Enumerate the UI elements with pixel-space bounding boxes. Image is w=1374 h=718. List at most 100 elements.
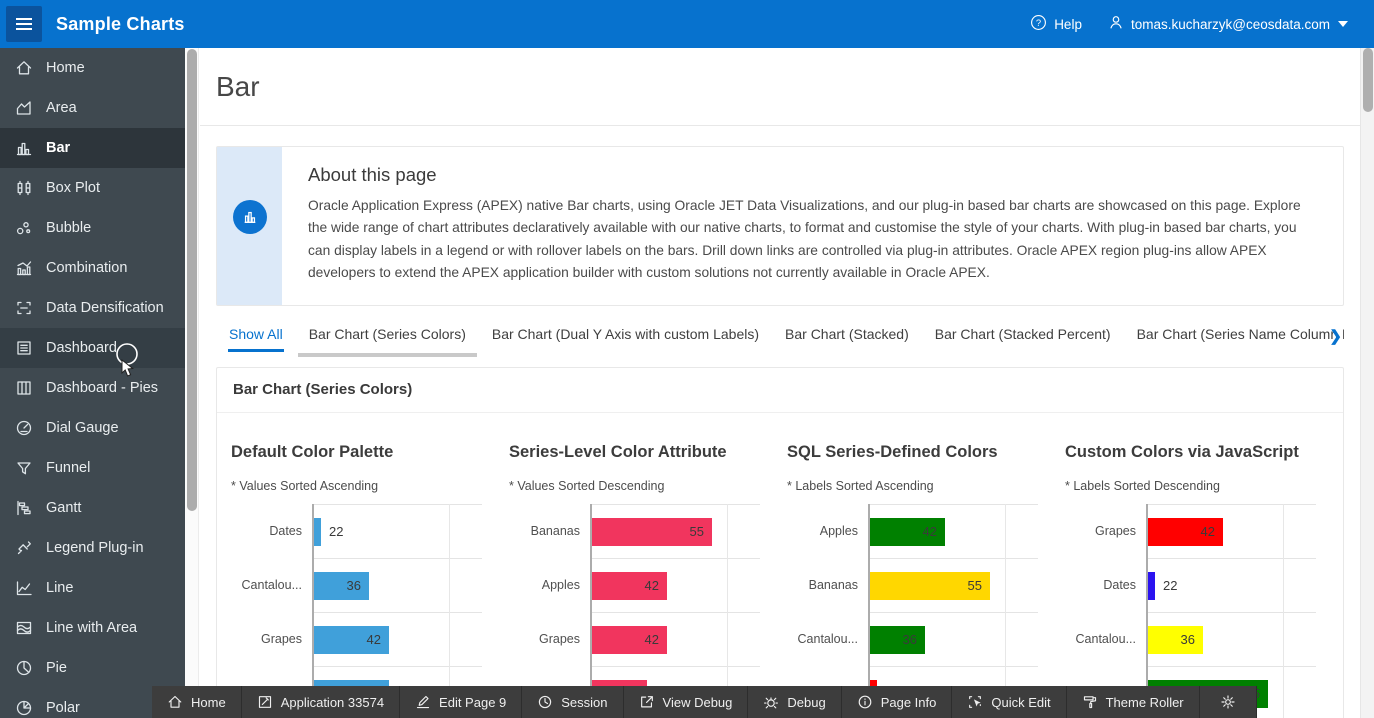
- sidebar-item-legend-plug-in[interactable]: Legend Plug-in: [0, 528, 185, 568]
- bar-apples[interactable]: 42: [870, 518, 945, 547]
- sidebar-item-dashboard-pies[interactable]: Dashboard - Pies: [0, 368, 185, 408]
- tabs-overflow-chevron-icon[interactable]: ❯: [1329, 328, 1342, 346]
- sidebar-item-dial-gauge[interactable]: Dial Gauge: [0, 408, 185, 448]
- about-region: About this page Oracle Application Expre…: [216, 146, 1344, 307]
- gridline: [449, 612, 450, 667]
- help-button[interactable]: ? Help: [1030, 14, 1082, 34]
- devtoolbar-session-button[interactable]: Session: [522, 686, 624, 718]
- sidebar-item-polar[interactable]: Polar: [0, 688, 185, 718]
- page-scrollbar-thumb[interactable]: [1363, 48, 1373, 112]
- developer-toolbar: Home Application 33574 Edit Page 9 Session V…: [152, 686, 1257, 718]
- sidebar-item-box-plot[interactable]: Box Plot: [0, 168, 185, 208]
- sidebar-item-funnel[interactable]: Funnel: [0, 448, 185, 488]
- devtoolbar-quick-edit-button[interactable]: Quick Edit: [952, 686, 1067, 718]
- combination-chart-icon: [14, 258, 34, 278]
- sidebar-item-label: Dashboard: [46, 340, 117, 356]
- sidebar-item-label: Data Densification: [46, 300, 164, 316]
- bar-bananas[interactable]: 55: [592, 518, 712, 547]
- chart-row-cantalou: Cantalou... 36: [231, 558, 495, 613]
- gridline: [1005, 558, 1006, 613]
- sidebar-item-label: Polar: [46, 700, 80, 716]
- devtoolbar-item-label: Debug: [787, 694, 826, 710]
- sidebar-item-bubble[interactable]: Bubble: [0, 208, 185, 248]
- sidebar-item-bar[interactable]: Bar: [0, 128, 185, 168]
- sidebar-item-label: Box Plot: [46, 180, 100, 196]
- devtoolbar-page-info-button[interactable]: Page Info: [842, 686, 953, 718]
- chart-cell: 22: [312, 504, 482, 559]
- bar-grapes[interactable]: 42: [592, 626, 667, 655]
- bar-cantalou[interactable]: 36: [870, 626, 925, 655]
- bar-apples[interactable]: 42: [592, 572, 667, 601]
- session-clock-icon: [537, 694, 561, 710]
- user-icon: [1108, 14, 1131, 34]
- devtoolbar-item-label: Session: [561, 694, 608, 710]
- line-chart-icon: [14, 578, 34, 598]
- sidebar-scrollbar[interactable]: [185, 48, 199, 718]
- sidebar-item-label: Dial Gauge: [46, 420, 119, 436]
- page-title-band: Bar: [200, 48, 1360, 126]
- chart-series-level-color-attribute: Series-Level Color Attribute * Values Sor…: [495, 413, 773, 718]
- sidebar-item-gantt[interactable]: Gantt: [0, 488, 185, 528]
- tab-bar-chart-stacked-percent[interactable]: Bar Chart (Stacked Percent): [934, 326, 1111, 343]
- bar-bananas[interactable]: 55: [870, 572, 990, 601]
- sidebar-item-dashboard[interactable]: Dashboard: [0, 328, 185, 368]
- sidebar-item-pie[interactable]: Pie: [0, 648, 185, 688]
- bar-value-label: 36: [346, 578, 361, 594]
- chart-row-grapes: Grapes 42: [1065, 504, 1329, 559]
- user-menu[interactable]: tomas.kucharzyk@ceosdata.com: [1108, 14, 1348, 34]
- sidebar-scrollbar-thumb[interactable]: [187, 49, 197, 511]
- devtoolbar-home-button[interactable]: Home: [152, 686, 242, 718]
- bar-cantalou[interactable]: 36: [314, 572, 369, 601]
- charts-row: Default Color Palette * Values Sorted Asc…: [217, 413, 1343, 718]
- chart-default-color-palette: Default Color Palette * Values Sorted Asc…: [217, 413, 495, 718]
- sidebar-item-label: Legend Plug-in: [46, 540, 144, 556]
- tab-bar-chart-dual-y-axis-with-custom-labels[interactable]: Bar Chart (Dual Y Axis with custom Label…: [491, 326, 760, 343]
- funnel-chart-icon: [14, 458, 34, 478]
- bar-value-label: 42: [1200, 524, 1215, 540]
- devtoolbar-edit-page-9-button[interactable]: Edit Page 9: [400, 686, 523, 718]
- hamburger-menu-button[interactable]: [6, 6, 42, 42]
- bar-dates[interactable]: 22: [314, 518, 343, 547]
- sidebar-item-label: Funnel: [46, 460, 91, 476]
- sidebar-item-line[interactable]: Line: [0, 568, 185, 608]
- chart-cell: 42: [1146, 504, 1316, 559]
- devtoolbar-gear-icon-button[interactable]: [1200, 686, 1257, 718]
- gear-icon: [1220, 694, 1236, 710]
- page-scrollbar[interactable]: [1360, 48, 1374, 718]
- devtoolbar-item-label: View Debug: [662, 694, 733, 710]
- user-email: tomas.kucharzyk@ceosdata.com: [1130, 16, 1330, 32]
- y-axis-label: Dates: [269, 524, 302, 539]
- home-icon: [14, 58, 34, 78]
- tab-bar-chart-series-colors[interactable]: Bar Chart (Series Colors): [296, 320, 479, 358]
- chart-cell: 42: [868, 504, 1038, 559]
- devtoolbar-item-label: Edit Page 9: [439, 694, 507, 710]
- sidebar-item-data-densification[interactable]: Data Densification: [0, 288, 185, 328]
- sidebar-item-label: Pie: [46, 660, 67, 676]
- bar-grapes[interactable]: 42: [314, 626, 389, 655]
- bar-dates[interactable]: 22: [1148, 572, 1177, 601]
- chart-custom-colors-via-javascript: Custom Colors via JavaScript * Labels Sor…: [1051, 413, 1329, 718]
- sidebar-item-area[interactable]: Area: [0, 88, 185, 128]
- tab-bar-chart-series-name-column-mapping[interactable]: Bar Chart (Series Name Column Mapping: [1136, 326, 1344, 343]
- bar-value-label: 55: [689, 524, 704, 540]
- bar-cantalou[interactable]: 36: [1148, 626, 1203, 655]
- sidebar-item-home[interactable]: Home: [0, 48, 185, 88]
- gridline: [1005, 504, 1006, 559]
- svg-text:?: ?: [1036, 18, 1041, 29]
- sidebar-item-label: Bar: [46, 140, 71, 156]
- about-accent-strip: [217, 147, 282, 306]
- tab-show-all[interactable]: Show All: [216, 320, 296, 357]
- gridline: [727, 558, 728, 613]
- bar-grapes[interactable]: 42: [1148, 518, 1223, 547]
- devtoolbar-debug-button[interactable]: Debug: [748, 686, 842, 718]
- devtoolbar-view-debug-button[interactable]: View Debug: [624, 686, 749, 718]
- sidebar-item-label: Line with Area: [46, 620, 138, 636]
- chart-row-apples: Apples 42: [787, 504, 1051, 559]
- sidebar-item-combination[interactable]: Combination: [0, 248, 185, 288]
- devtoolbar-application-33574-button[interactable]: Application 33574: [242, 686, 401, 718]
- dashboard-icon: [14, 338, 34, 358]
- devtoolbar-theme-roller-button[interactable]: Theme Roller: [1067, 686, 1200, 718]
- tab-bar-chart-stacked[interactable]: Bar Chart (Stacked): [785, 326, 909, 343]
- pie-chart-icon: [14, 658, 34, 678]
- sidebar-item-line-with-area[interactable]: Line with Area: [0, 608, 185, 648]
